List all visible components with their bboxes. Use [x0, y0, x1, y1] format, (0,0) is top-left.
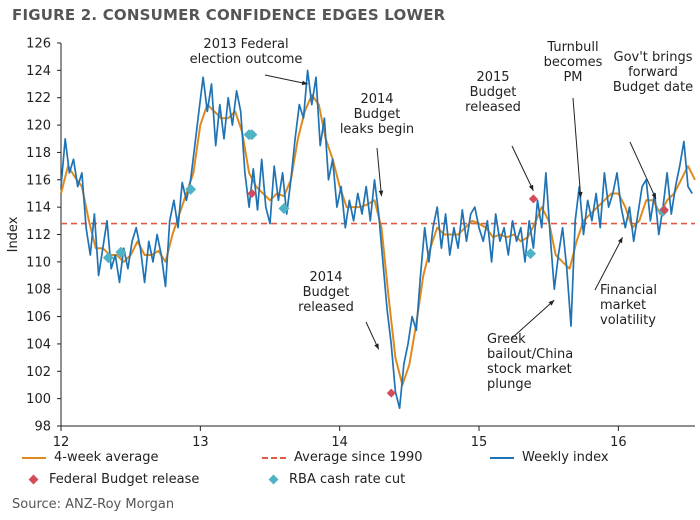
- x-tick-label: 12: [53, 435, 70, 450]
- y-tick-label: 108: [26, 283, 51, 298]
- annotation-text: volatility: [600, 313, 656, 328]
- rba-cash-rate-cut-marker: [185, 183, 197, 195]
- annotation-arrowhead: [374, 343, 379, 350]
- annotation-text: Greek: [487, 332, 526, 347]
- legend-item-four-week-average: 4-week average: [22, 450, 158, 465]
- annotation-text: Financial: [600, 283, 657, 298]
- annotation-text: 2015: [476, 70, 509, 85]
- federal-budget-release-marker: [659, 205, 669, 215]
- y-tick-label: 120: [26, 119, 51, 134]
- annotation-arrowhead: [528, 184, 534, 191]
- y-tick-label: 124: [26, 64, 51, 79]
- y-tick-label: 116: [26, 173, 51, 188]
- x-tick-label: 15: [471, 435, 488, 450]
- chart: 98 100 102 104 106 108 110 112 114 116 118 120 122 12…: [6, 37, 696, 450]
- source-note: Source: ANZ-Roy Morgan: [12, 497, 175, 512]
- y-tick-label: 102: [26, 365, 51, 380]
- annotation-text: Budget: [303, 285, 350, 300]
- annotation-text: 2013 Federal: [203, 37, 288, 52]
- y-tick-label: 122: [26, 91, 51, 106]
- x-tick-label: 13: [192, 435, 209, 450]
- annotation-text: Budget date: [613, 80, 693, 95]
- annotation-arrowhead: [651, 192, 656, 199]
- annotation-arrow-line: [376, 147, 382, 197]
- legend-item-federal-budget-release: Federal Budget release: [22, 472, 199, 487]
- y-tick-label: 98: [34, 420, 51, 435]
- annotation-text: PM: [563, 70, 582, 85]
- annotation-arrowhead: [617, 237, 623, 244]
- weekly-index-line: [60, 69, 693, 410]
- axes: 98 100 102 104 106 108 110 112 114 116 118 120 122 12…: [6, 37, 695, 450]
- y-tick-label: 106: [26, 310, 51, 325]
- x-tick-label: 16: [610, 435, 627, 450]
- annotation-arrow-line: [572, 97, 582, 198]
- rba-cash-rate-cut-marker: [102, 252, 114, 264]
- y-axis-label: Index: [6, 216, 21, 252]
- annotation-text: bailout/China: [487, 347, 573, 362]
- annotation-text: forward: [628, 65, 678, 80]
- annotation-text: 2014: [309, 270, 342, 285]
- y-tick-label: 100: [26, 392, 51, 407]
- figure-title: FIGURE 2. CONSUMER CONFIDENCE EDGES LOWE…: [12, 6, 446, 24]
- annotation-text: market: [600, 298, 646, 313]
- annotation-text: Gov't brings: [614, 50, 693, 65]
- annotation-arrow-line: [511, 145, 534, 191]
- rba-cash-rate-cut-marker: [246, 129, 258, 141]
- annotation-text: election outcome: [190, 52, 303, 67]
- legend-label-average-since-1990: Average since 1990: [294, 450, 423, 465]
- annotation-arrow-line: [629, 141, 657, 200]
- weekly-index-series: [60, 69, 693, 410]
- annotation-text: released: [465, 100, 521, 115]
- y-tick-label: 104: [26, 337, 51, 352]
- legend-swatch-four-week-average: [22, 456, 46, 459]
- y-tick-label: 126: [26, 37, 51, 52]
- y-tick-label: 112: [26, 228, 51, 243]
- rba-cash-rate-cut-marker: [278, 203, 290, 215]
- federal-budget-release-marker: [528, 194, 538, 204]
- legend-item-weekly-index: Weekly index: [490, 450, 609, 465]
- federal-budget-release-marker: [386, 388, 396, 398]
- x-tick-label: 14: [331, 435, 348, 450]
- annotation-text: plunge: [487, 377, 532, 392]
- legend-item-average-since-1990: Average since 1990: [262, 450, 423, 465]
- legend-swatch-weekly-index: [490, 456, 514, 459]
- event-markers: [102, 129, 669, 398]
- legend-item-rba-cash-rate-cut: RBA cash rate cut: [262, 472, 405, 487]
- annotation-arrow-line: [594, 237, 623, 291]
- y-tick-label: 118: [26, 146, 51, 161]
- annotation-arrowhead: [301, 80, 308, 86]
- legend: 4-week average Average since 1990 Weekly…: [0, 450, 700, 494]
- legend-swatch-rba-cash-rate-cut: [268, 474, 279, 485]
- annotation-text: stock market: [487, 362, 572, 377]
- annotation-arrowhead: [548, 300, 555, 306]
- annotation-arrowhead: [378, 190, 384, 197]
- annotation-arrowhead: [577, 191, 583, 198]
- annotation-text: leaks begin: [340, 122, 414, 137]
- federal-budget-release-marker: [247, 188, 257, 198]
- annotation-arrow-line: [511, 299, 555, 339]
- y-tick-label: 114: [26, 201, 51, 216]
- rba-cash-rate-cut-marker: [525, 248, 537, 260]
- legend-label-rba-cash-rate-cut: RBA cash rate cut: [289, 472, 406, 487]
- legend-label-weekly-index: Weekly index: [522, 450, 609, 465]
- y-tick-label: 110: [26, 255, 51, 270]
- annotation-text: 2014: [360, 92, 393, 107]
- annotation-text: Budget: [354, 107, 401, 122]
- annotation-text: released: [298, 300, 354, 315]
- legend-label-federal-budget-release: Federal Budget release: [49, 472, 200, 487]
- annotation-text: Turnbull: [546, 40, 598, 55]
- annotation-text: becomes: [544, 55, 603, 70]
- annotation-text: Budget: [470, 85, 517, 100]
- legend-swatch-average-since-1990: [262, 456, 286, 459]
- rba-cash-rate-cut-marker: [115, 246, 127, 258]
- annotation-arrow-line: [264, 74, 308, 85]
- legend-label-four-week-average: 4-week average: [54, 450, 159, 465]
- legend-swatch-federal-budget-release: [28, 474, 39, 485]
